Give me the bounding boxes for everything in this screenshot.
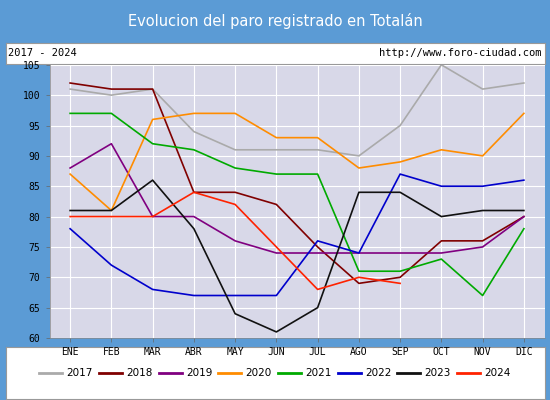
- Text: Evolucion del paro registrado en Totalán: Evolucion del paro registrado en Totalán: [128, 13, 422, 29]
- Text: http://www.foro-ciudad.com: http://www.foro-ciudad.com: [379, 48, 542, 58]
- Legend: 2017, 2018, 2019, 2020, 2021, 2022, 2023, 2024: 2017, 2018, 2019, 2020, 2021, 2022, 2023…: [35, 364, 515, 382]
- Text: 2017 - 2024: 2017 - 2024: [8, 48, 77, 58]
